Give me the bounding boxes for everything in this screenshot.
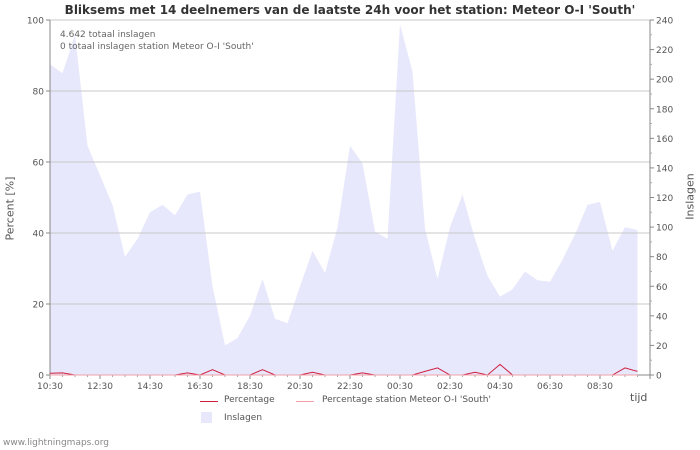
y-tick-label-right-140: 140 — [656, 164, 673, 174]
legend-label-percentage: Percentage — [224, 395, 275, 405]
y-tick-label-right-200: 200 — [656, 76, 673, 86]
y-tick-label-left-20: 20 — [33, 301, 45, 311]
x-tick-label-16:30: 16:30 — [187, 382, 213, 392]
y-tick-label-left-100: 100 — [27, 17, 44, 27]
x-tick-label-14:30: 14:30 — [137, 382, 163, 392]
x-tick-label-18:30: 18:30 — [237, 382, 263, 392]
legend-swatch-inslagen — [201, 412, 212, 423]
x-tick-label-04:30: 04:30 — [487, 382, 513, 392]
y-axis-label-left: Percent [%] — [3, 176, 17, 241]
footer-source: www.lightningmaps.org — [3, 438, 109, 448]
y-axis-label-right: Inslagen — [683, 173, 697, 220]
y-tick-label-right-20: 20 — [656, 342, 668, 352]
y-tick-label-left-0: 0 — [38, 372, 44, 382]
annotation-station-strikes: 0 totaal inslagen station Meteor O-I 'So… — [60, 42, 254, 52]
legend-label-inslagen: Inslagen — [224, 413, 263, 423]
x-tick-label-22:30: 22:30 — [337, 382, 363, 392]
chart-title: Bliksems met 14 deelnemers van de laatst… — [64, 3, 636, 17]
x-tick-label-08:30: 08:30 — [587, 382, 613, 392]
annotation-total-strikes: 4.642 totaal inslagen — [60, 30, 156, 40]
y-tick-label-left-80: 80 — [33, 88, 45, 98]
legend-swatch-percentage — [200, 401, 218, 402]
x-axis-label: tijd — [630, 391, 648, 404]
y-tick-label-right-240: 240 — [656, 17, 673, 27]
series-inslagen-area — [50, 24, 638, 376]
x-tick-label-10:30: 10:30 — [37, 382, 63, 392]
x-tick-label-20:30: 20:30 — [287, 382, 313, 392]
y-tick-label-right-60: 60 — [656, 283, 668, 293]
y-tick-label-right-180: 180 — [656, 105, 673, 115]
y-tick-label-right-220: 220 — [656, 46, 673, 56]
legend-label-station-percentage: Percentage station Meteor O-I 'South' — [322, 395, 491, 405]
y-tick-label-right-100: 100 — [656, 224, 673, 234]
legend-swatch-station-percentage — [296, 401, 314, 402]
y-tick-label-left-60: 60 — [33, 159, 45, 169]
y-tick-label-left-40: 40 — [33, 230, 45, 240]
x-tick-label-06:30: 06:30 — [537, 382, 563, 392]
y-tick-label-right-120: 120 — [656, 194, 673, 204]
y-tick-label-right-40: 40 — [656, 312, 668, 322]
x-tick-label-02:30: 02:30 — [437, 382, 463, 392]
y-tick-label-right-0: 0 — [656, 372, 662, 382]
x-tick-label-12:30: 12:30 — [87, 382, 113, 392]
y-tick-label-right-80: 80 — [656, 253, 668, 263]
x-tick-label-00:30: 00:30 — [387, 382, 413, 392]
y-tick-label-right-160: 160 — [656, 135, 673, 145]
